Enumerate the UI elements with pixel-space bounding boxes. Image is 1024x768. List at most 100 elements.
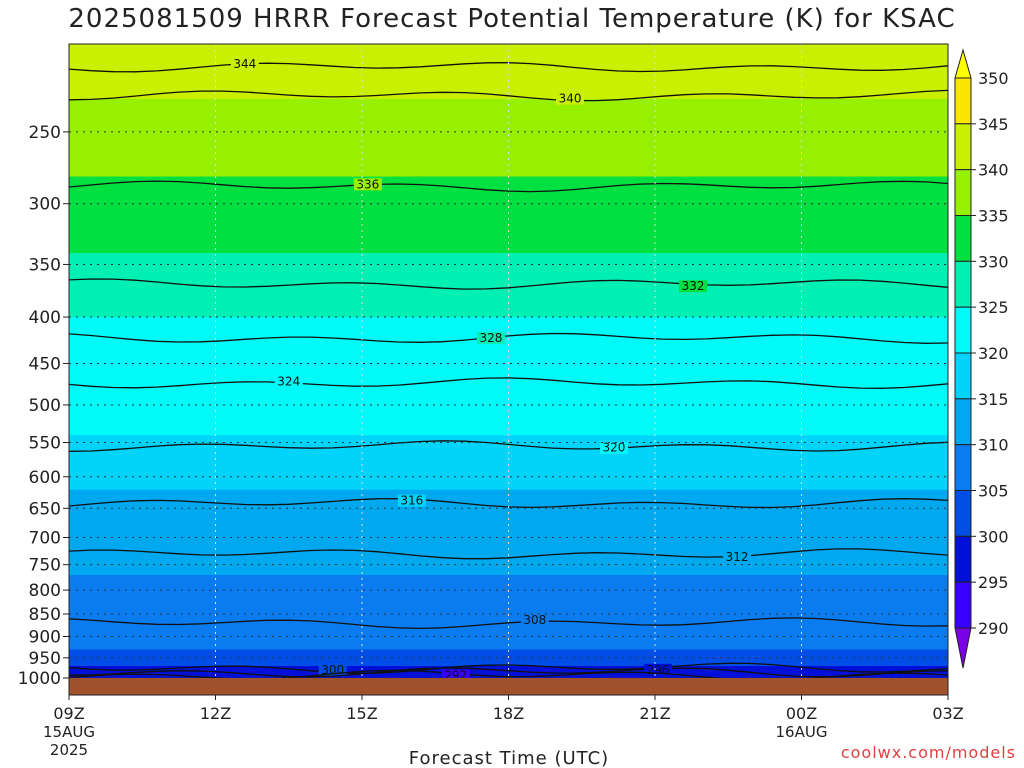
- y-tick-label-750: 750: [29, 556, 61, 576]
- contour-label-296: 296: [646, 663, 669, 677]
- y-tick-label-250: 250: [29, 123, 61, 143]
- colorbar-seg-2: [954, 169, 972, 217]
- colorbar-seg-9: [954, 490, 972, 537]
- colorbar-seg-5: [954, 306, 972, 354]
- band-321: [69, 380, 948, 437]
- colorbar-seg-0: [954, 77, 972, 125]
- x-tick-label-12Z: 12Z: [200, 704, 231, 723]
- shaded-field: [69, 44, 948, 678]
- chart-title: 2025081509 HRRR Forecast Potential Tempe…: [68, 4, 956, 34]
- colorbar-label-345: 345: [978, 115, 1009, 134]
- y-tick-label-1000: 1000: [18, 669, 61, 689]
- contour-336: [69, 180, 948, 193]
- y-tick-label-650: 650: [29, 499, 61, 519]
- contour-300: [69, 662, 948, 674]
- contour-label-bg-312: [723, 550, 752, 563]
- contour-332: [69, 278, 948, 290]
- axes: 2503003504004505005506006507007508008509…: [18, 43, 964, 759]
- contour-340: [69, 89, 948, 102]
- colorbar-seg-10: [954, 535, 972, 583]
- contour-label-320: 320: [603, 441, 626, 455]
- colorbar-label-330: 330: [978, 252, 1009, 271]
- band-344: [69, 44, 948, 65]
- grid: [69, 44, 948, 679]
- y-tick-label-350: 350: [29, 255, 61, 275]
- colorbar-label-290: 290: [978, 619, 1009, 638]
- colorbar-label-300: 300: [978, 527, 1009, 546]
- contour-324: [69, 377, 948, 389]
- contour-label-344: 344: [233, 57, 256, 71]
- colorbar-seg-8: [954, 444, 972, 491]
- colorbar-label-340: 340: [978, 161, 1009, 180]
- colorbar-seg-11: [954, 581, 972, 629]
- colorbar-min-arrow: [954, 627, 972, 669]
- contour-label-292: 292: [444, 669, 467, 683]
- colorbar-seg-3: [954, 215, 972, 262]
- colorbar-label-320: 320: [978, 344, 1009, 363]
- x-axis-label: Forecast Time (UTC): [409, 748, 609, 768]
- colorbar-label-350: 350: [978, 69, 1009, 88]
- band-307: [69, 575, 948, 611]
- colorbar-label-325: 325: [978, 298, 1009, 317]
- contour-label-bg-316: [397, 494, 426, 507]
- colorbar-label-310: 310: [978, 436, 1009, 455]
- y-tick-label-300: 300: [29, 195, 61, 215]
- contour-label-336: 336: [356, 177, 379, 191]
- x-tick-label-03Z: 03Z: [932, 704, 963, 723]
- band-305: [69, 609, 948, 651]
- contour-label-308: 308: [523, 613, 546, 627]
- contour-label-bg-328: [476, 331, 505, 344]
- y-tick-label-850: 850: [29, 605, 61, 625]
- x-tick-label-09Z: 09Z: [53, 704, 84, 723]
- colorbar: 350 345 340 335 330 325 320 315 310 305 300 295 290: [954, 48, 1009, 669]
- contour-296: [69, 667, 948, 678]
- y-tick-label-700: 700: [29, 528, 61, 548]
- contour-320: [69, 440, 948, 452]
- ground-layer: [69, 678, 948, 695]
- colorbar-label-305: 305: [978, 482, 1009, 501]
- contour-label-324: 324: [277, 374, 300, 388]
- y-tick-label-950: 950: [29, 649, 61, 669]
- contour-label-316: 316: [400, 493, 423, 507]
- contour-label-340: 340: [559, 92, 582, 106]
- contour-label-bg-344: [230, 57, 259, 70]
- contour-label-312: 312: [726, 550, 749, 564]
- x-tick-label-18Z: 18Z: [493, 704, 524, 723]
- y-tick-label-450: 450: [29, 354, 61, 374]
- contour-label-bg-292: [441, 669, 470, 678]
- x-tick-label-21Z: 21Z: [639, 704, 670, 723]
- y-tick-label-800: 800: [29, 581, 61, 601]
- band-300: [69, 649, 948, 668]
- contour-label-bg-320: [599, 441, 628, 454]
- colorbar-seg-7: [954, 398, 972, 446]
- y-tick-label-500: 500: [29, 396, 61, 416]
- y-tick-label-400: 400: [29, 308, 61, 328]
- y-tick-label-600: 600: [29, 468, 61, 488]
- contour-328: [69, 332, 948, 344]
- x-tick-label-15Z: 15Z: [346, 704, 377, 723]
- ground-strip: [69, 678, 948, 695]
- colorbar-seg-6: [954, 352, 972, 400]
- x-subtitle-00Z-0: 16AUG: [776, 723, 828, 741]
- x-tick-label-00Z: 00Z: [786, 704, 817, 723]
- contour-label-bg-324: [274, 375, 303, 388]
- colorbar-seg-1: [954, 123, 972, 171]
- credit-text: coolwx.com/models: [840, 743, 1016, 762]
- x-subtitle-09Z-0: 15AUG: [43, 723, 95, 741]
- x-subtitle-09Z-1: 2025: [50, 741, 88, 759]
- y-tick-label-550: 550: [29, 433, 61, 453]
- contour-label-332: 332: [682, 279, 705, 293]
- contour-label-bg-332: [679, 280, 708, 293]
- contour-label-bg-308: [520, 614, 549, 627]
- contour-label-bg-336: [353, 178, 382, 191]
- contour-label-328: 328: [479, 331, 502, 345]
- colorbar-seg-4: [954, 260, 972, 308]
- contour-292: [69, 669, 948, 678]
- colorbar-label-315: 315: [978, 390, 1009, 409]
- colorbar-label-335: 335: [978, 207, 1009, 226]
- colorbar-label-295: 295: [978, 573, 1009, 592]
- contour-label-bg-340: [556, 92, 585, 105]
- y-tick-label-900: 900: [29, 627, 61, 647]
